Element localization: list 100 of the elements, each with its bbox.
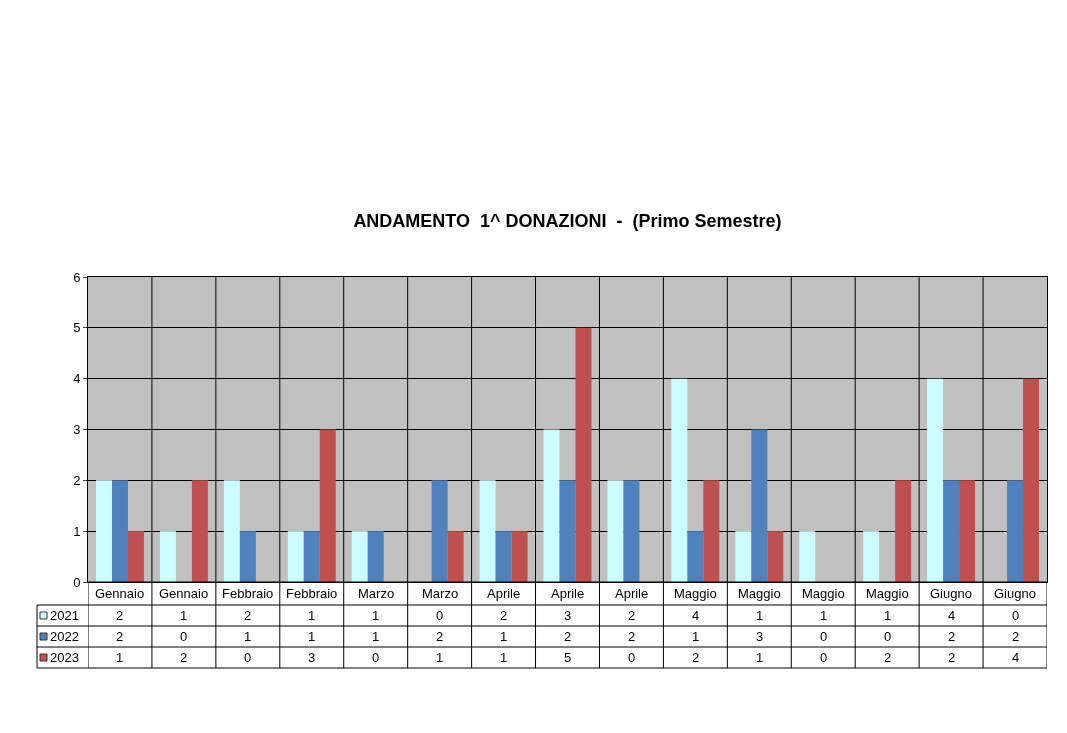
x-tick-label: Gennaio — [159, 586, 209, 601]
y-tick-label: 1 — [73, 523, 81, 539]
data-label: 2 — [564, 629, 572, 644]
y-tick-label: 2 — [73, 472, 81, 488]
data-label: 2 — [948, 629, 956, 644]
x-tick-label: Giugno — [930, 586, 972, 601]
bar — [895, 480, 912, 582]
data-label: 2 — [692, 650, 700, 665]
data-label: 2 — [500, 608, 508, 623]
bar — [703, 480, 720, 582]
data-label: 1 — [820, 608, 828, 623]
x-tick-label: Febbraio — [286, 586, 338, 601]
data-label: 2 — [116, 629, 124, 644]
x-tick-label: Aprile — [615, 586, 649, 601]
data-label: 4 — [948, 608, 956, 623]
data-label: 0 — [1012, 608, 1020, 623]
bar — [863, 531, 880, 582]
data-label: 1 — [372, 629, 380, 644]
y-tick-label: 3 — [73, 422, 81, 438]
data-label: 2 — [628, 608, 636, 623]
bar — [607, 480, 624, 582]
bar — [127, 531, 144, 582]
x-tick-label: Maggio — [674, 586, 717, 601]
data-label: 1 — [372, 608, 380, 623]
bar — [687, 531, 704, 582]
x-tick-label: Marzo — [422, 586, 459, 601]
data-label: 1 — [500, 650, 508, 665]
data-label: 1 — [756, 608, 764, 623]
bar — [351, 531, 368, 582]
data-label: 3 — [308, 650, 316, 665]
x-tick-label: Maggio — [802, 586, 845, 601]
data-label: 2 — [884, 650, 892, 665]
data-label: 0 — [628, 650, 636, 665]
x-tick-label: Giugno — [994, 586, 1036, 601]
data-label: 0 — [820, 650, 828, 665]
data-label: 4 — [692, 608, 700, 623]
bar — [959, 480, 976, 582]
bar — [1007, 480, 1024, 582]
bar — [735, 531, 752, 582]
legend-label: 2023 — [50, 650, 79, 665]
bar — [623, 480, 640, 582]
chart-title: ANDAMENTO 1^ DONAZIONI - (Primo Semestre) — [353, 211, 782, 232]
bar — [751, 429, 768, 582]
bar — [671, 378, 688, 582]
data-label: 2 — [436, 629, 444, 644]
data-label: 0 — [180, 629, 188, 644]
data-label: 2 — [1012, 629, 1020, 644]
bar — [239, 531, 256, 582]
data-label: 3 — [756, 629, 764, 644]
y-tick-label: 5 — [73, 320, 81, 336]
x-tick-label: Aprile — [487, 586, 521, 601]
x-tick-label: Gennaio — [95, 586, 145, 601]
bar — [367, 531, 384, 582]
bar — [287, 531, 304, 582]
bar — [495, 531, 512, 582]
bar — [447, 531, 464, 582]
data-label: 2 — [180, 650, 188, 665]
data-label: 1 — [244, 629, 252, 644]
x-tick-label: Maggio — [738, 586, 781, 601]
data-label: 2 — [116, 608, 124, 623]
x-tick-label: Marzo — [358, 586, 395, 601]
bar — [431, 480, 448, 582]
data-label: 2 — [628, 629, 636, 644]
data-label: 1 — [692, 629, 700, 644]
bar — [575, 327, 592, 582]
bar — [559, 480, 576, 582]
data-label: 0 — [436, 608, 444, 623]
data-label: 1 — [884, 608, 892, 623]
bar — [511, 531, 528, 582]
data-label: 1 — [116, 650, 124, 665]
data-label: 0 — [372, 650, 380, 665]
bar — [191, 480, 208, 582]
data-label: 0 — [244, 650, 252, 665]
bar — [943, 480, 960, 582]
y-tick-label: 4 — [73, 371, 81, 387]
bar — [159, 531, 176, 582]
bar — [319, 429, 336, 582]
data-label: 0 — [884, 629, 892, 644]
bar — [303, 531, 320, 582]
y-tick-label: 0 — [73, 574, 81, 590]
data-label: 1 — [180, 608, 188, 623]
data-label: 2 — [244, 608, 252, 623]
data-label: 1 — [756, 650, 764, 665]
bar — [223, 480, 240, 582]
data-label: 1 — [308, 629, 316, 644]
bar — [767, 531, 784, 582]
data-label: 4 — [1012, 650, 1020, 665]
x-tick-label: Febbraio — [222, 586, 274, 601]
bar — [799, 531, 816, 582]
bar — [111, 480, 128, 582]
bar — [1023, 378, 1040, 582]
data-label: 3 — [564, 608, 572, 623]
bar — [479, 480, 496, 582]
legend-label: 2022 — [50, 629, 79, 644]
bar — [927, 378, 944, 582]
y-tick-label: 6 — [73, 269, 81, 285]
bar — [543, 429, 560, 582]
data-label: 5 — [564, 650, 572, 665]
data-label: 1 — [500, 629, 508, 644]
bar — [95, 480, 112, 582]
